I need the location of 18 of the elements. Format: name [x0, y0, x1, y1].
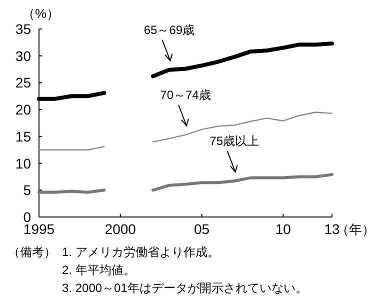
y-tick-label: 10	[15, 155, 32, 172]
x-tick-label: 05	[194, 221, 210, 237]
y-tick-label: 20	[15, 102, 32, 118]
y-tick-label: 25	[15, 74, 32, 91]
y-tick-label: 5	[23, 182, 32, 198]
x-tick-label: 2000	[104, 221, 136, 237]
text: 3. 2000～01年はデータが開示されていない。	[62, 281, 308, 295]
y-tick-label: 30	[15, 48, 32, 64]
text: 65～69歳	[144, 22, 195, 37]
text: 70～74歳	[160, 88, 211, 102]
y-tick-label: 35	[15, 21, 32, 37]
text: （備考）	[8, 245, 56, 259]
y-tick-label: 15	[15, 128, 32, 144]
y-axis-title: （%）	[22, 6, 60, 21]
x-tick-label: 10	[275, 221, 292, 237]
text: 75歳以上	[210, 134, 260, 148]
text: 1. アメリカ労働省より作成。	[62, 245, 220, 259]
text: 2. 年平均値。	[62, 263, 136, 277]
